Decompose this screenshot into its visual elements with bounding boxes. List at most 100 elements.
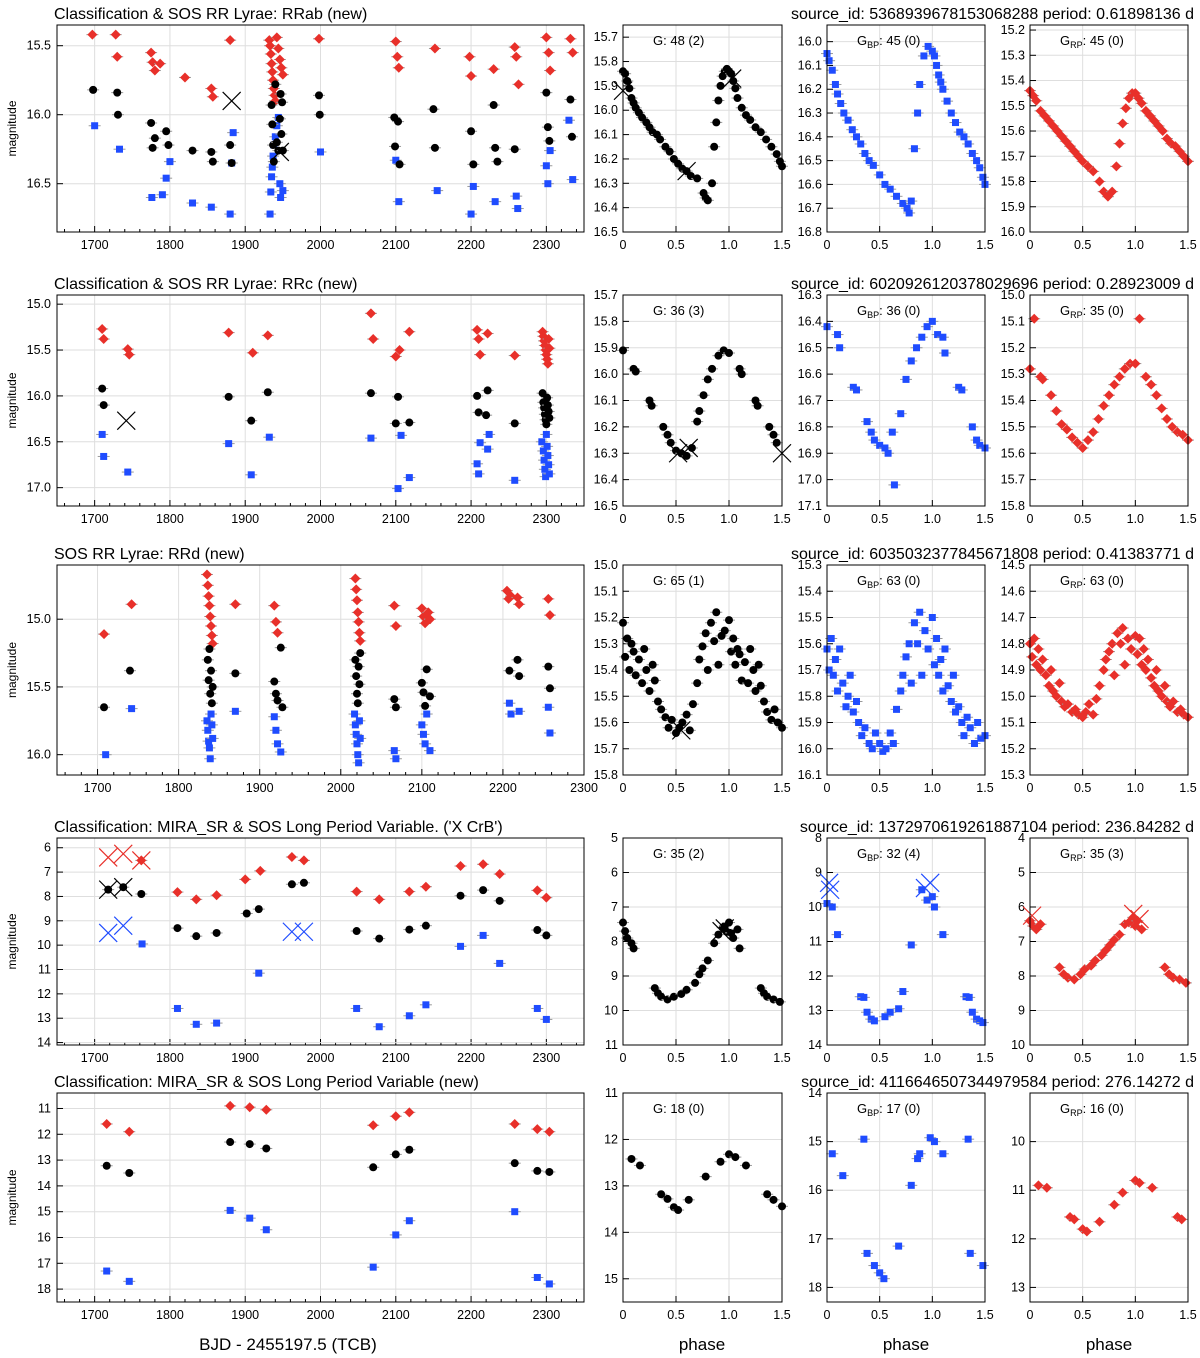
phase-tick-label-y: 7 bbox=[611, 900, 618, 914]
time-point-bp bbox=[213, 1019, 221, 1027]
phase-point-bp bbox=[860, 1135, 868, 1143]
phase-rejected-g bbox=[671, 720, 691, 740]
phase-tick-label-y: 14 bbox=[808, 1038, 822, 1052]
phase-point-rp bbox=[1146, 379, 1157, 390]
phase-tick-label-x: 0 bbox=[824, 781, 831, 795]
phase-tick-label-x: 0.5 bbox=[871, 238, 888, 252]
time-point-bp bbox=[273, 122, 281, 130]
phase-point-rp bbox=[1176, 1214, 1187, 1225]
phase-point-bp bbox=[881, 1013, 889, 1021]
phase-point-rp bbox=[1094, 176, 1105, 187]
phase-count-label: GBP: 63 (0) bbox=[857, 573, 920, 590]
phase-plot-frame bbox=[622, 837, 783, 1046]
time-point-bp bbox=[544, 703, 552, 711]
time-point-bp bbox=[270, 713, 278, 721]
phase-point-bp bbox=[907, 679, 915, 687]
phase-plot-frame bbox=[826, 24, 986, 233]
time-point-rp bbox=[365, 308, 376, 319]
time-tick-label-x: 2000 bbox=[307, 1051, 335, 1065]
phase-point-bp bbox=[886, 729, 894, 737]
phase-point-bp bbox=[867, 428, 875, 436]
phase-point-g bbox=[623, 77, 632, 86]
time-tick-label-y: 13 bbox=[37, 1011, 51, 1025]
time-tick-label-x: 1900 bbox=[231, 1308, 259, 1322]
time-tick-label-y: 11 bbox=[38, 963, 51, 977]
phase-point-rp bbox=[1062, 699, 1073, 710]
time-point-g bbox=[268, 120, 277, 129]
phase-point-g bbox=[708, 364, 717, 373]
time-point-rp bbox=[509, 350, 520, 361]
time-point-rp bbox=[262, 330, 273, 341]
phase-tick-label-y: 17.1 bbox=[798, 499, 822, 513]
phase-tick-label-y: 15.5 bbox=[1001, 99, 1025, 113]
time-point-rp bbox=[424, 614, 435, 625]
lightcurve-row-4: Classification: MIRA_SR & SOS Long Perio… bbox=[5, 819, 1197, 1065]
phase-tick-label-x: 0 bbox=[824, 1308, 831, 1322]
time-point-g bbox=[102, 1161, 111, 1170]
phase-tick-label-y: 10 bbox=[1011, 1038, 1025, 1052]
time-point-bp bbox=[433, 187, 441, 195]
phase-rejected-g bbox=[722, 69, 742, 89]
phase-point-rp bbox=[1054, 678, 1065, 689]
phase-tick-label-x: 0 bbox=[620, 512, 627, 526]
phase-point-bp bbox=[976, 441, 984, 449]
phase-point-bp bbox=[836, 344, 844, 352]
phase-point-bp bbox=[928, 317, 936, 325]
phase-tick-label-x: 0.5 bbox=[667, 1051, 684, 1065]
time-point-g bbox=[545, 413, 554, 422]
phase-point-bp bbox=[855, 719, 863, 726]
phase-point-bp bbox=[890, 481, 898, 489]
phase-tick-label-y: 16.5 bbox=[798, 341, 822, 355]
time-point-bp bbox=[229, 129, 237, 137]
time-tick-label-x: 2300 bbox=[532, 1308, 560, 1322]
lightcurve-row-1: Classification & SOS RR Lyrae: RRab (new… bbox=[5, 6, 1197, 252]
time-point-g bbox=[391, 703, 400, 712]
time-tick-label-x: 1700 bbox=[81, 1308, 109, 1322]
phase-point-g bbox=[753, 401, 762, 410]
time-point-rp bbox=[351, 886, 362, 897]
phase-point-bp bbox=[924, 645, 932, 653]
source-id-period: source_id: 6035032377845671808 period: 0… bbox=[791, 546, 1194, 563]
phase-point-bp bbox=[907, 1181, 915, 1189]
phase-point-rp bbox=[1161, 413, 1172, 424]
phase-tick-label-x: 1.5 bbox=[976, 512, 993, 526]
time-point-rp bbox=[202, 580, 213, 591]
time-point-g bbox=[545, 1167, 554, 1176]
phase-point-g bbox=[703, 956, 712, 965]
phase-tick-label-x: 1.5 bbox=[976, 1051, 993, 1065]
time-point-rp bbox=[390, 620, 401, 631]
phase-tick-label-x: 0 bbox=[620, 1051, 627, 1065]
time-point-bp bbox=[205, 744, 213, 752]
phase-tick-label-y: 15 bbox=[604, 1272, 618, 1286]
phase-point-rp bbox=[1134, 633, 1145, 644]
phase-tick-label-y: 15.7 bbox=[594, 288, 618, 302]
time-point-bp bbox=[533, 1004, 541, 1012]
phase-point-g bbox=[775, 997, 784, 1006]
phase-tick-label-x: 0 bbox=[824, 512, 831, 526]
phase-point-bp bbox=[968, 423, 976, 431]
time-point-rp bbox=[390, 1111, 401, 1122]
phase-point-g bbox=[731, 1153, 740, 1162]
time-tick-label-y: 16.5 bbox=[27, 177, 51, 191]
phase-point-g bbox=[716, 1157, 725, 1166]
time-point-g bbox=[207, 147, 216, 156]
phase-point-g bbox=[684, 1195, 693, 1204]
phase-point-bp bbox=[966, 724, 974, 732]
phase-tick-label-x: 0.5 bbox=[871, 1308, 888, 1322]
phase-point-g bbox=[763, 992, 772, 1001]
time-point-g bbox=[543, 393, 552, 402]
time-tick-label-y: 16 bbox=[37, 1230, 51, 1244]
time-point-rp bbox=[124, 1126, 135, 1137]
time-point-rp bbox=[544, 610, 555, 621]
time-point-g bbox=[99, 401, 108, 410]
phase-point-bp bbox=[930, 661, 938, 669]
phase-tick-label-y: 16.0 bbox=[594, 367, 618, 381]
phase-rejected-rp bbox=[1022, 906, 1042, 926]
phase-tick-label-x: 0.5 bbox=[871, 781, 888, 795]
phase-point-g bbox=[763, 708, 772, 716]
time-point-g bbox=[262, 1144, 271, 1153]
phase-point-rp bbox=[1115, 638, 1126, 649]
phase-tick-label-y: 15 bbox=[808, 1135, 822, 1149]
time-tick-label-y: 8 bbox=[44, 889, 51, 903]
time-point-bp bbox=[207, 203, 215, 211]
